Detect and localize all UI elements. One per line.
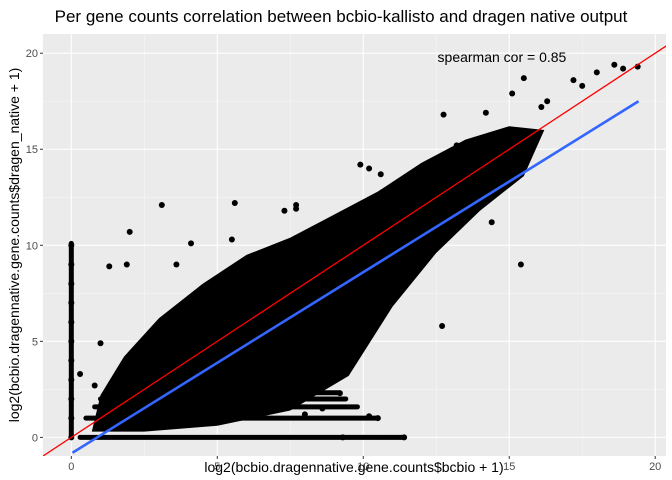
data-point <box>482 109 489 116</box>
x-tick-label: 0 <box>68 461 74 473</box>
data-point <box>228 236 235 243</box>
identity-line <box>43 45 666 456</box>
data-point <box>68 338 75 345</box>
data-point <box>401 434 408 441</box>
x-axis-ticks: 0 5 10 15 20 <box>68 456 661 473</box>
reference-lines <box>43 45 666 456</box>
data-points <box>68 61 641 441</box>
data-point <box>544 98 551 105</box>
y-tick-label: 15 <box>26 144 38 156</box>
y-tick-label: 5 <box>32 336 38 348</box>
data-point <box>538 103 545 110</box>
spearman-annotation: spearman cor = 0.85 <box>438 49 567 65</box>
data-point <box>395 178 402 185</box>
point-cloud <box>91 126 545 432</box>
data-point <box>442 155 449 162</box>
y-axis-ticks: 0 5 10 15 20 <box>26 48 43 444</box>
data-point <box>237 328 244 335</box>
data-point <box>188 240 195 247</box>
x-tick-label: 20 <box>649 461 661 473</box>
data-point <box>325 307 332 314</box>
data-point <box>255 342 262 349</box>
data-point <box>106 397 113 404</box>
data-point <box>440 111 447 118</box>
x-tick-label: 10 <box>357 461 369 473</box>
plot-panel: spearman cor = 0.85 <box>43 34 666 456</box>
y-tick-label: 20 <box>26 48 38 60</box>
data-point <box>316 238 323 245</box>
data-point <box>620 65 627 72</box>
data-point <box>611 61 618 68</box>
data-point <box>68 319 75 326</box>
y-tick-label: 10 <box>26 240 38 252</box>
data-point <box>366 165 373 172</box>
data-point <box>123 261 130 268</box>
data-point <box>593 69 600 76</box>
chart-title: Per gene counts correlation between bcbi… <box>55 7 628 26</box>
y-axis-title: log2(bcbio.dragennative.gene.counts$drag… <box>6 68 22 423</box>
data-point <box>325 353 332 360</box>
fit-line <box>71 100 640 454</box>
data-point <box>296 271 303 278</box>
data-point <box>351 330 358 337</box>
data-point <box>319 405 326 412</box>
data-point <box>366 413 373 420</box>
data-point <box>293 205 300 212</box>
data-point <box>68 280 75 287</box>
data-point <box>517 261 524 268</box>
data-point <box>579 82 586 89</box>
data-point <box>68 357 75 364</box>
data-point <box>77 370 84 377</box>
data-point <box>97 340 104 347</box>
data-point <box>357 161 364 168</box>
data-point <box>68 242 75 249</box>
y-tick-label: 0 <box>32 432 38 444</box>
data-point <box>342 273 349 280</box>
data-point <box>68 415 75 422</box>
data-point <box>439 322 446 329</box>
data-point <box>520 75 527 82</box>
data-point <box>126 228 133 235</box>
x-tick-label: 15 <box>503 461 515 473</box>
data-point <box>488 219 495 226</box>
x-tick-label: 5 <box>214 461 220 473</box>
data-point <box>322 346 329 353</box>
data-point <box>377 171 384 178</box>
data-point <box>281 207 288 214</box>
data-point <box>231 200 238 207</box>
data-point <box>570 77 577 84</box>
data-point <box>91 382 98 389</box>
x-axis-title: log2(bcbio.dragennative.gene.counts$bcbi… <box>204 459 503 475</box>
data-point <box>68 376 75 383</box>
data-point <box>301 411 308 418</box>
data-point <box>447 188 454 195</box>
data-point <box>106 263 113 270</box>
data-point <box>339 434 346 441</box>
data-point <box>199 340 206 347</box>
data-point <box>509 90 516 97</box>
data-point <box>453 142 460 149</box>
dense-point-cloud <box>91 126 545 432</box>
data-point <box>173 261 180 268</box>
data-point <box>150 390 157 397</box>
data-point <box>158 201 165 208</box>
data-point <box>374 415 381 422</box>
data-point <box>336 390 343 397</box>
data-point <box>68 395 75 402</box>
data-point <box>68 261 75 268</box>
data-point <box>123 365 130 372</box>
data-point <box>404 217 411 224</box>
data-point <box>68 299 75 306</box>
data-point <box>383 234 390 241</box>
